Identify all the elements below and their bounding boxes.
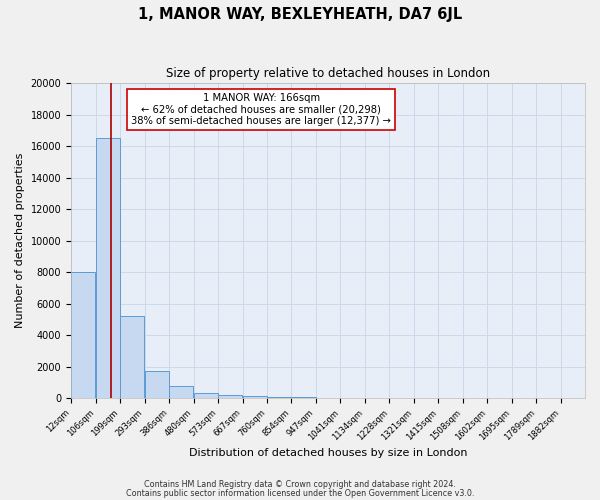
Bar <box>267 396 291 398</box>
Bar <box>218 395 242 398</box>
Bar <box>95 138 120 398</box>
Bar <box>169 386 193 398</box>
Bar <box>71 272 95 398</box>
Bar <box>292 396 316 398</box>
Text: Contains HM Land Registry data © Crown copyright and database right 2024.: Contains HM Land Registry data © Crown c… <box>144 480 456 489</box>
Bar <box>242 396 267 398</box>
X-axis label: Distribution of detached houses by size in London: Distribution of detached houses by size … <box>189 448 467 458</box>
Y-axis label: Number of detached properties: Number of detached properties <box>15 153 25 328</box>
Bar <box>120 316 145 398</box>
Text: 1 MANOR WAY: 166sqm
← 62% of detached houses are smaller (20,298)
38% of semi-de: 1 MANOR WAY: 166sqm ← 62% of detached ho… <box>131 92 391 126</box>
Bar <box>145 370 169 398</box>
Text: 1, MANOR WAY, BEXLEYHEATH, DA7 6JL: 1, MANOR WAY, BEXLEYHEATH, DA7 6JL <box>138 8 462 22</box>
Title: Size of property relative to detached houses in London: Size of property relative to detached ho… <box>166 68 490 80</box>
Text: Contains public sector information licensed under the Open Government Licence v3: Contains public sector information licen… <box>126 489 474 498</box>
Bar <box>194 394 218 398</box>
